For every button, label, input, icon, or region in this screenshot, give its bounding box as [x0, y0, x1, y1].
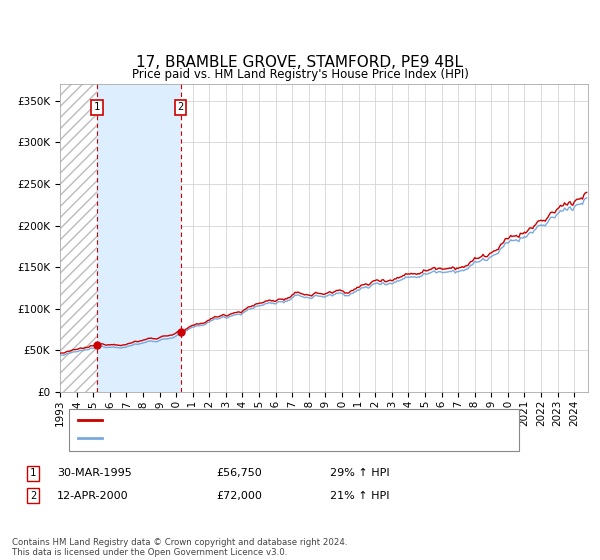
Text: 12-APR-2000: 12-APR-2000 [57, 491, 128, 501]
Text: 29% ↑ HPI: 29% ↑ HPI [330, 468, 389, 478]
Text: 1: 1 [94, 102, 100, 113]
Text: Contains HM Land Registry data © Crown copyright and database right 2024.
This d: Contains HM Land Registry data © Crown c… [12, 538, 347, 557]
Text: 17, BRAMBLE GROVE, STAMFORD, PE9 4BL (semi-detached house): 17, BRAMBLE GROVE, STAMFORD, PE9 4BL (se… [105, 415, 451, 425]
Text: £56,750: £56,750 [216, 468, 262, 478]
Text: 21% ↑ HPI: 21% ↑ HPI [330, 491, 389, 501]
Text: 30-MAR-1995: 30-MAR-1995 [57, 468, 132, 478]
Text: 2: 2 [178, 102, 184, 113]
Text: Price paid vs. HM Land Registry's House Price Index (HPI): Price paid vs. HM Land Registry's House … [131, 68, 469, 81]
Bar [97, 84, 181, 392]
Text: 2: 2 [30, 491, 36, 501]
Text: HPI: Average price, semi-detached house, South Kesteven: HPI: Average price, semi-detached house,… [105, 433, 408, 444]
Text: 17, BRAMBLE GROVE, STAMFORD, PE9 4BL: 17, BRAMBLE GROVE, STAMFORD, PE9 4BL [137, 55, 464, 70]
Text: 1: 1 [30, 468, 36, 478]
Text: £72,000: £72,000 [216, 491, 262, 501]
